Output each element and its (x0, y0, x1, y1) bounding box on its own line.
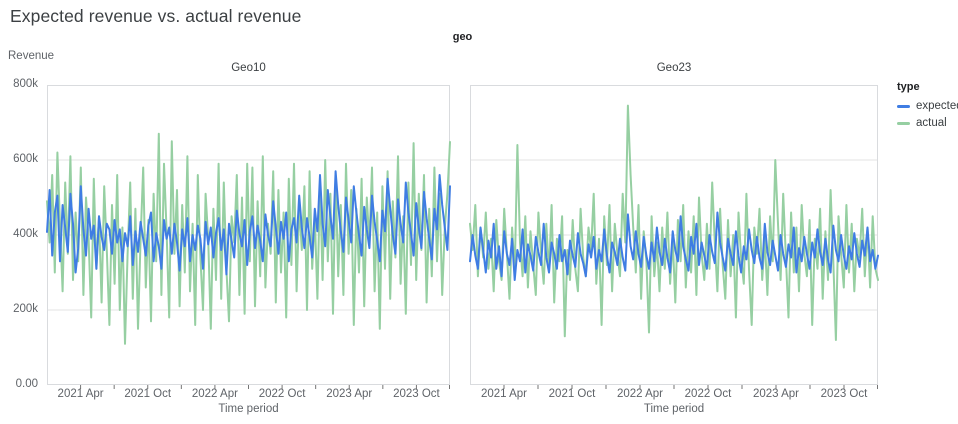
expected-series-line[interactable] (46, 170, 451, 276)
x-tick-label: 2021 Oct (548, 388, 596, 400)
facet-dimension-label: geo (452, 31, 473, 43)
y-tick-label: 800k (13, 78, 38, 90)
facet-plot-area[interactable] (46, 85, 451, 391)
legend-item-expected[interactable]: expected (897, 100, 958, 112)
facet-title-geo23: Geo23 (656, 62, 692, 74)
x-tick-label: 2023 Oct (820, 388, 868, 400)
x-axis-title: Time period (218, 403, 279, 415)
y-axis-tick-labels: 0.00 200k 400k 600k 800k (0, 78, 40, 390)
x-tick-label: 2021 Oct (124, 388, 172, 400)
x-tick-label: 2022 Oct (684, 388, 732, 400)
plot-panel-geo23[interactable]: 2021 Apr 2021 Oct 2022 Apr 2022 Oct 2023 Apr… (469, 85, 879, 424)
legend-title: type (897, 81, 920, 93)
plot-panel-geo10[interactable]: 2021 Apr 2021 Oct 2022 Apr 2022 Oct 2023 Apr… (46, 85, 451, 424)
facet-plot-area[interactable] (469, 85, 879, 391)
y-tick-label: 0.00 (15, 378, 38, 390)
y-tick-label: 200k (13, 303, 38, 315)
x-tick-label: 2022 Apr (191, 388, 238, 400)
x-tick-label: 2023 Apr (752, 388, 800, 400)
legend: type expected actual (897, 81, 958, 134)
y-axis-title: Revenue (8, 50, 55, 62)
page-title: Expected revenue vs. actual revenue (10, 6, 302, 26)
actual-series-line[interactable] (46, 132, 451, 345)
x-tick-label: 2021 Apr (480, 388, 528, 400)
legend-item-actual[interactable]: actual (897, 117, 958, 129)
expected-series-line[interactable] (469, 211, 879, 281)
y-tick-label: 600k (13, 153, 38, 165)
panel-border (47, 85, 450, 385)
x-tick-label: 2022 Oct (258, 388, 306, 400)
actual-series-line[interactable] (469, 104, 879, 341)
actual-series-swatch-icon (897, 121, 910, 125)
x-tick-label: 2023 Oct (393, 388, 440, 400)
x-tick-label: 2021 Apr (57, 388, 104, 400)
x-tick-label: 2022 Apr (616, 388, 664, 400)
facet-title-geo10: Geo10 (231, 62, 266, 74)
legend-item-label: actual (916, 117, 947, 129)
x-axis-title: Time period (643, 403, 705, 415)
legend-item-label: expected (916, 100, 958, 112)
x-tick-label: 2023 Apr (326, 388, 373, 400)
expected-series-swatch-icon (897, 104, 910, 108)
y-tick-label: 400k (13, 228, 38, 240)
